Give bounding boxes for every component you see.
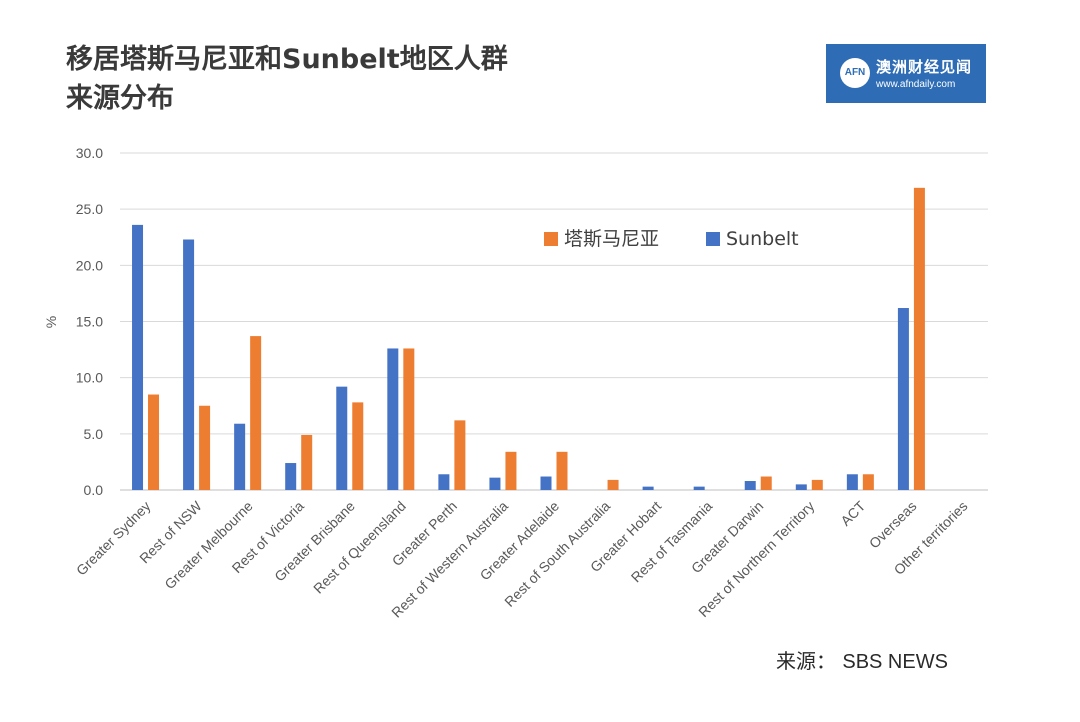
bar-tasmania [301, 434, 313, 490]
source-label: 来源： [776, 651, 836, 673]
y-axis-label: % [43, 316, 59, 328]
bar-sunbelt [693, 486, 705, 490]
bar-sunbelt [438, 474, 450, 490]
gridlines [120, 152, 988, 491]
bars [132, 187, 925, 491]
bar-sunbelt [642, 486, 654, 490]
bar-tasmania [811, 479, 823, 490]
chart-title-line-1: 移居塔斯马尼亚和Sunbelt地区人群 [66, 44, 508, 75]
y-tick-label: 5.0 [84, 426, 104, 442]
y-tick-label: 0.0 [84, 482, 104, 498]
bar-tasmania [862, 474, 874, 490]
bar-sunbelt [336, 386, 348, 490]
bar-sunbelt [489, 477, 501, 490]
bar-tasmania [505, 451, 517, 490]
bar-sunbelt [132, 224, 144, 491]
bar-tasmania [250, 336, 262, 490]
bar-sunbelt [387, 348, 399, 490]
chart-title: 移居塔斯马尼亚和Sunbelt地区人群 来源分布 [66, 40, 626, 118]
x-tick-label: Greater Melbourne [161, 498, 256, 593]
x-tick-label: Greater Sydney [73, 498, 154, 579]
y-tick-label: 10.0 [76, 370, 103, 386]
legend: 塔斯马尼亚 Sunbelt [544, 228, 799, 250]
bar-sunbelt [285, 463, 297, 490]
bar-tasmania [913, 187, 925, 490]
y-tick-label: 30.0 [76, 145, 103, 161]
bar-sunbelt [183, 239, 195, 490]
legend-swatch [706, 232, 720, 246]
legend-swatch [544, 232, 558, 246]
y-tick-label: 20.0 [76, 257, 103, 273]
bar-tasmania [607, 479, 619, 490]
bar-sunbelt [795, 484, 807, 490]
x-tick-label: Overseas [866, 498, 920, 552]
afn-logo: AFN 澳洲财经见闻 www.afndaily.com [826, 44, 986, 103]
legend-label: 塔斯马尼亚 [564, 228, 659, 250]
afn-logo-icon: AFN [840, 58, 870, 88]
legend-label: Sunbelt [726, 228, 799, 250]
bar-sunbelt [846, 474, 858, 490]
bar-sunbelt [744, 481, 756, 490]
logo-name: 澳洲财经见闻 [876, 58, 973, 76]
source-note: 来源： SBS NEWS [776, 645, 948, 674]
y-tick-label: 15.0 [76, 314, 103, 330]
x-tick-label: Rest of Queensland [310, 498, 409, 597]
bar-sunbelt [540, 476, 552, 490]
y-tick-label: 25.0 [76, 201, 103, 217]
y-axis-ticks: 0.0 5.0 10.0 15.0 20.0 25.0 30.0 [76, 145, 103, 498]
chart-title-line-2: 来源分布 [66, 83, 174, 114]
logo-url: www.afndaily.com [876, 79, 956, 90]
bar-sunbelt [897, 308, 909, 490]
source-value: SBS NEWS [842, 651, 948, 673]
x-tick-label: ACT [837, 497, 868, 528]
bar-tasmania [352, 402, 364, 490]
bar-tasmania [403, 348, 415, 490]
bar-tasmania [760, 476, 772, 490]
bar-tasmania [148, 394, 160, 490]
bar-tasmania [199, 405, 211, 490]
bar-sunbelt [234, 423, 246, 490]
bar-tasmania [454, 420, 466, 490]
bar-tasmania [556, 451, 568, 490]
